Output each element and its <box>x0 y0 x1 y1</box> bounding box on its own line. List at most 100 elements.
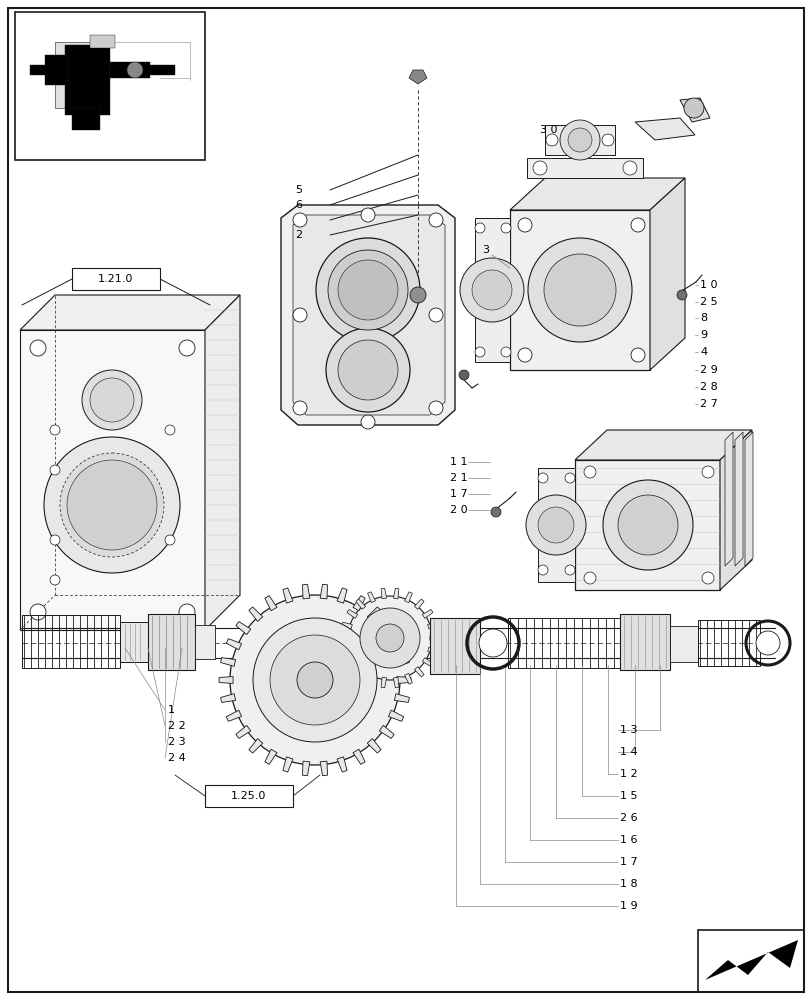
Text: 6: 6 <box>294 200 302 210</box>
Circle shape <box>348 596 431 680</box>
Bar <box>20 330 204 630</box>
Polygon shape <box>264 749 277 764</box>
Circle shape <box>460 258 523 322</box>
Text: 2 8: 2 8 <box>699 382 717 392</box>
Polygon shape <box>341 647 352 654</box>
Bar <box>22 615 120 668</box>
Circle shape <box>478 629 506 657</box>
Bar <box>697 620 759 666</box>
Polygon shape <box>394 694 409 702</box>
Text: 2 6: 2 6 <box>620 813 637 823</box>
Bar <box>697 930 803 992</box>
Text: 3: 3 <box>482 245 488 255</box>
Circle shape <box>361 415 375 429</box>
Circle shape <box>676 290 686 300</box>
Polygon shape <box>429 636 440 640</box>
Polygon shape <box>45 55 68 85</box>
Circle shape <box>428 213 443 227</box>
Polygon shape <box>404 592 412 603</box>
Polygon shape <box>574 460 719 590</box>
Polygon shape <box>704 940 797 980</box>
Polygon shape <box>427 647 438 654</box>
Polygon shape <box>414 667 423 677</box>
Polygon shape <box>226 710 241 721</box>
Polygon shape <box>341 622 352 629</box>
Circle shape <box>328 250 407 330</box>
Circle shape <box>538 473 547 483</box>
Circle shape <box>458 370 469 380</box>
Polygon shape <box>235 725 251 738</box>
Circle shape <box>474 223 484 233</box>
Circle shape <box>617 495 677 555</box>
Text: 1 7: 1 7 <box>449 489 467 499</box>
Polygon shape <box>422 609 432 618</box>
Circle shape <box>532 161 547 175</box>
Text: 1 9: 1 9 <box>620 901 637 911</box>
Polygon shape <box>302 584 310 599</box>
Circle shape <box>543 254 616 326</box>
Text: 1 4: 1 4 <box>620 747 637 757</box>
Circle shape <box>293 308 307 322</box>
Polygon shape <box>367 607 380 621</box>
Circle shape <box>90 378 134 422</box>
Circle shape <box>270 635 359 725</box>
Polygon shape <box>388 639 403 650</box>
Circle shape <box>517 218 531 232</box>
Circle shape <box>30 340 46 356</box>
Polygon shape <box>388 710 403 721</box>
Bar <box>120 622 148 662</box>
Circle shape <box>545 134 557 146</box>
Circle shape <box>683 98 703 118</box>
Circle shape <box>337 260 397 320</box>
Circle shape <box>568 128 591 152</box>
Text: 1 3: 1 3 <box>620 725 637 735</box>
Circle shape <box>315 238 419 342</box>
Polygon shape <box>734 432 742 566</box>
Polygon shape <box>414 599 423 609</box>
Circle shape <box>50 465 60 475</box>
Polygon shape <box>249 739 263 753</box>
Circle shape <box>564 565 574 575</box>
Text: 1 0: 1 0 <box>699 280 717 290</box>
Circle shape <box>564 473 574 483</box>
Text: 2 0: 2 0 <box>449 505 467 515</box>
Circle shape <box>230 595 400 765</box>
Bar <box>430 618 479 674</box>
Polygon shape <box>282 757 293 772</box>
Circle shape <box>500 347 510 357</box>
Polygon shape <box>574 430 751 460</box>
Bar <box>15 12 204 160</box>
Text: 8: 8 <box>699 313 706 323</box>
Text: 1 6: 1 6 <box>620 835 637 845</box>
Polygon shape <box>393 677 398 688</box>
Circle shape <box>527 238 631 342</box>
Polygon shape <box>634 118 694 140</box>
Polygon shape <box>353 749 365 764</box>
Bar <box>204 785 293 807</box>
Bar <box>508 618 620 668</box>
Bar <box>669 626 697 662</box>
Polygon shape <box>346 609 357 618</box>
Circle shape <box>622 161 636 175</box>
Circle shape <box>44 437 180 573</box>
Polygon shape <box>353 596 365 611</box>
Circle shape <box>538 507 573 543</box>
Polygon shape <box>367 739 380 753</box>
Polygon shape <box>249 607 263 621</box>
Circle shape <box>471 270 512 310</box>
Polygon shape <box>337 757 346 772</box>
Circle shape <box>491 507 500 517</box>
Polygon shape <box>422 658 432 667</box>
Circle shape <box>474 347 484 357</box>
Text: 2 9: 2 9 <box>699 365 717 375</box>
Circle shape <box>178 604 195 620</box>
Circle shape <box>630 348 644 362</box>
Text: 9: 9 <box>699 330 706 340</box>
Circle shape <box>361 208 375 222</box>
Circle shape <box>410 287 426 303</box>
Circle shape <box>428 401 443 415</box>
Circle shape <box>50 535 60 545</box>
Polygon shape <box>30 65 175 75</box>
Text: 3 0: 3 0 <box>539 125 557 135</box>
Polygon shape <box>744 432 752 566</box>
